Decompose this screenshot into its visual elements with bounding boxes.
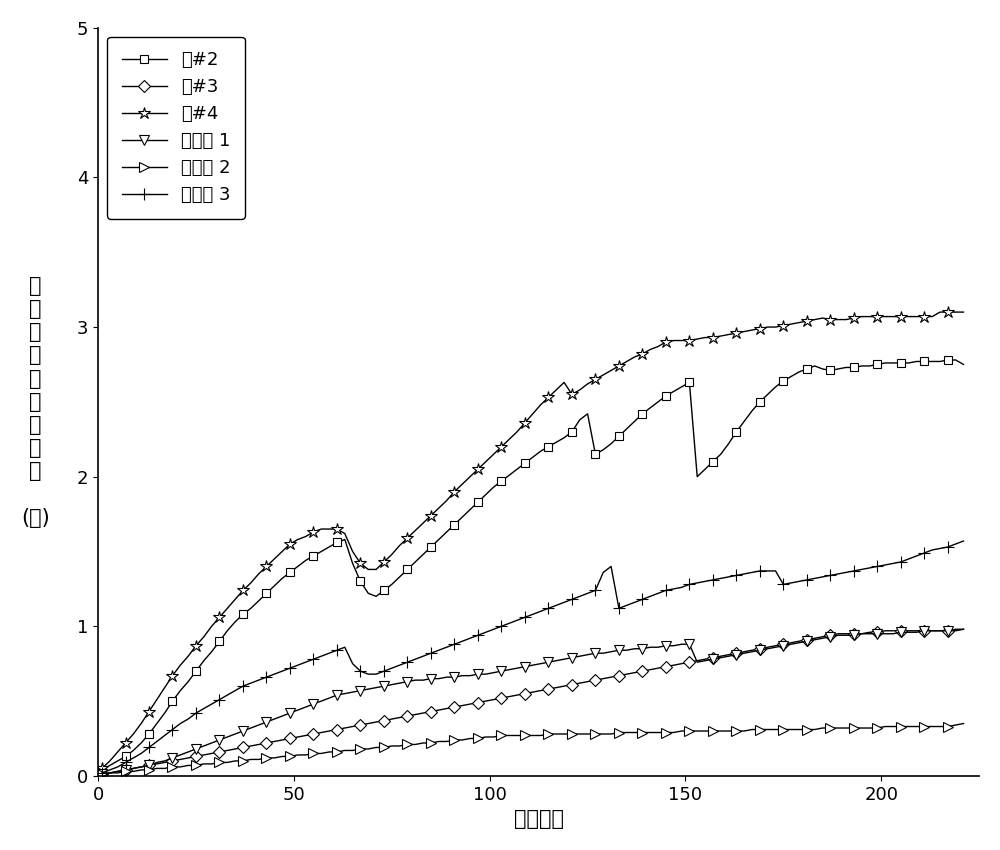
Y-axis label: 循
环
老
化
容
量
衰
减
率

(％): 循 环 老 化 容 量 衰 减 率 (％) [21, 276, 50, 528]
组#2 [315, 547, 327, 557]
组#3 [926, 626, 938, 636]
组#3 [950, 624, 962, 634]
对比例 2 [96, 769, 108, 779]
对比例 3 [417, 651, 429, 661]
对比例 3 [926, 545, 938, 555]
组#4 [417, 518, 429, 528]
X-axis label: 循环次数: 循环次数 [514, 809, 564, 829]
对比例 1 [926, 626, 938, 636]
组#2 [495, 476, 507, 486]
组#3 [96, 769, 108, 779]
对比例 2 [417, 738, 429, 748]
组#3 [495, 693, 507, 703]
Line: 对比例 3: 对比例 3 [96, 536, 969, 779]
对比例 3 [495, 621, 507, 632]
Line: 对比例 2: 对比例 2 [97, 718, 968, 779]
对比例 1 [315, 696, 327, 706]
对比例 2 [958, 718, 970, 728]
组#4 [958, 307, 970, 317]
组#4 [96, 763, 108, 774]
组#2 [942, 354, 954, 365]
组#4 [315, 524, 327, 534]
对比例 1 [417, 675, 429, 685]
组#2 [926, 356, 938, 366]
Line: 组#3: 组#3 [98, 625, 968, 779]
组#2 [96, 765, 108, 775]
组#2 [958, 360, 970, 370]
组#4 [926, 311, 938, 321]
Line: 组#4: 组#4 [96, 306, 970, 774]
对比例 2 [315, 748, 327, 758]
组#3 [958, 624, 970, 634]
对比例 3 [315, 651, 327, 661]
Line: 组#2: 组#2 [98, 356, 968, 774]
对比例 3 [292, 660, 304, 671]
对比例 2 [292, 750, 304, 760]
对比例 1 [96, 769, 108, 779]
对比例 1 [495, 666, 507, 677]
对比例 3 [958, 536, 970, 546]
组#3 [597, 673, 609, 683]
对比例 2 [926, 722, 938, 732]
组#2 [292, 561, 304, 571]
组#2 [597, 445, 609, 455]
对比例 1 [958, 624, 970, 634]
组#4 [597, 370, 609, 380]
对比例 1 [597, 648, 609, 658]
对比例 3 [597, 567, 609, 577]
对比例 2 [495, 730, 507, 740]
对比例 3 [96, 768, 108, 778]
对比例 1 [292, 705, 304, 715]
Line: 对比例 1: 对比例 1 [97, 625, 968, 779]
组#3 [417, 708, 429, 718]
组#2 [417, 549, 429, 559]
组#3 [292, 732, 304, 742]
组#4 [292, 535, 304, 545]
对比例 2 [597, 729, 609, 740]
组#4 [495, 442, 507, 452]
组#3 [315, 728, 327, 738]
组#4 [934, 307, 946, 317]
Legend: 组#2, 组#3, 组#4, 对比例 1, 对比例 2, 对比例 3: 组#2, 组#3, 组#4, 对比例 1, 对比例 2, 对比例 3 [107, 37, 245, 219]
